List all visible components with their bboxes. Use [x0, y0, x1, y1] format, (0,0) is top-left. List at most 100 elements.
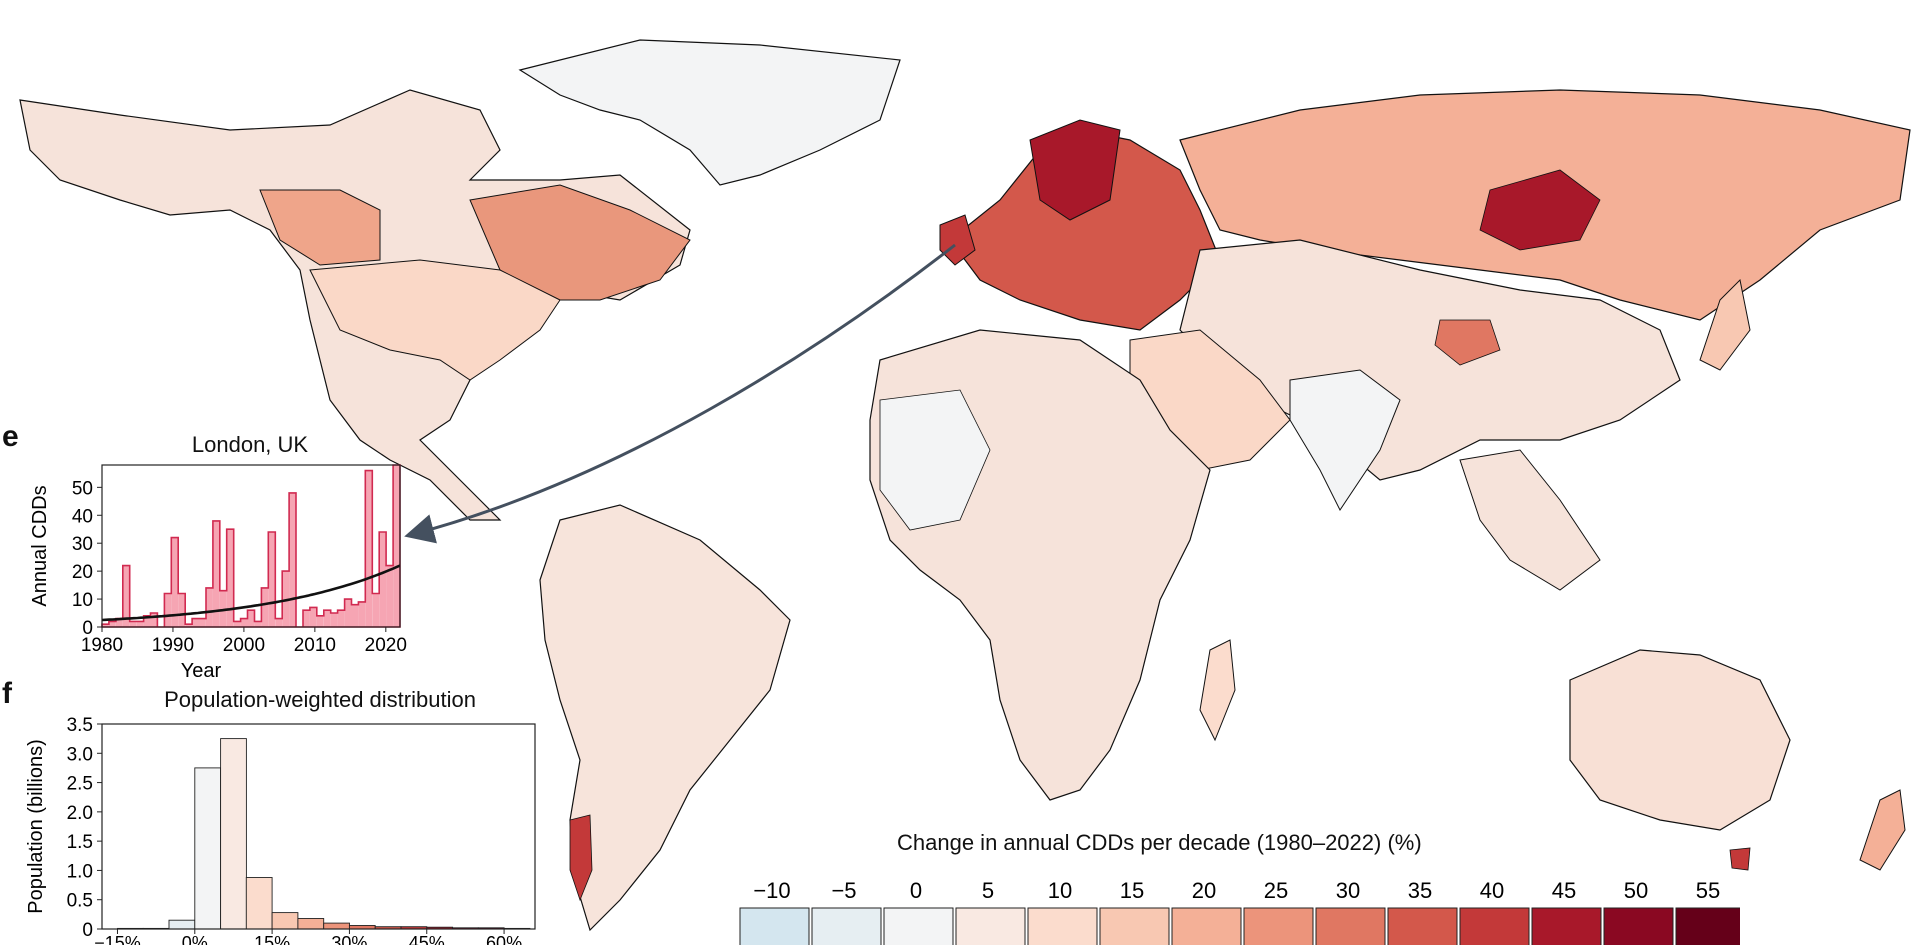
siberia-hotspot-region [1479, 169, 1601, 251]
tibet-region [1434, 319, 1501, 366]
cdd-bar [316, 615, 324, 627]
x-tick-label: 2010 [294, 635, 336, 656]
japan-region [1699, 278, 1751, 371]
cdd-bar [115, 618, 123, 627]
cdd-bar [212, 520, 220, 627]
x-axis-label: Year [181, 660, 222, 682]
canada-west-region [259, 189, 381, 266]
cdd-bar [261, 587, 269, 627]
histogram-bar [271, 912, 299, 930]
legend-tick-label: 30 [1336, 878, 1360, 903]
x-tick-label: −15% [94, 933, 141, 945]
cdd-bar [122, 565, 130, 627]
x-tick-label: 1980 [81, 635, 123, 656]
west-africa-region [879, 389, 991, 531]
y-tick-label: 20 [72, 562, 93, 583]
legend-swatch [1027, 907, 1098, 945]
cdd-bar [171, 537, 179, 627]
cdd-bar [365, 470, 373, 627]
y-axis-label: Population (billions) [25, 739, 47, 914]
y-tick-label: 1.0 [67, 861, 93, 882]
australia-region [1569, 649, 1791, 831]
y-tick-label: 30 [72, 534, 93, 555]
y-tick-label: 2.5 [67, 774, 93, 795]
legend-swatch [1387, 907, 1458, 945]
cdd-bar [303, 610, 310, 627]
cdd-bar [108, 621, 116, 627]
south-america-region [539, 504, 791, 932]
y-tick-label: 0 [82, 618, 93, 639]
x-tick-label: 1990 [152, 635, 194, 656]
madagascar-region [1199, 639, 1236, 742]
cdd-bar [226, 529, 234, 627]
x-tick-label: 45% [409, 933, 445, 945]
panel-letter-e: e [2, 420, 19, 453]
histogram-bar [194, 767, 222, 930]
legend-tick-label: 25 [1264, 878, 1288, 903]
y-tick-label: 0.5 [67, 891, 93, 912]
legend-swatch [811, 907, 882, 945]
histogram-bar [220, 738, 247, 930]
cdd-bar [379, 532, 387, 627]
cdd-bar [309, 607, 317, 627]
cdd-bar [386, 565, 393, 627]
chart-f-title: Population-weighted distribution [164, 687, 476, 712]
cdd-bar [164, 593, 172, 627]
cdd-bar [372, 593, 380, 627]
chile-region [569, 814, 593, 902]
histogram-bar [168, 919, 196, 930]
cdd-bar [192, 618, 199, 627]
panel-letter-f: f [2, 677, 12, 710]
chart-e-title: London, UK [191, 432, 309, 457]
cdd-bar [268, 532, 276, 627]
legend-swatch [1531, 907, 1602, 945]
cdd-bar [358, 601, 366, 627]
legend-tick-label: 35 [1408, 878, 1432, 903]
cdd-bar [233, 621, 241, 627]
x-tick-label: 2020 [365, 635, 407, 656]
legend-tick-label: 45 [1552, 878, 1576, 903]
x-tick-label: 30% [331, 933, 367, 945]
india-region [1289, 369, 1401, 511]
cdd-bar [178, 593, 186, 627]
london-cdd-chart: 0 10 20 30 40 50 1980 1990 2000 2010 2020 Year Annua… [29, 464, 407, 682]
histogram-bar [245, 877, 273, 930]
cdd-bar [323, 610, 331, 627]
legend-tick-label: 50 [1624, 878, 1648, 903]
x-tick-label: 0% [182, 933, 208, 945]
cdd-bar [102, 624, 109, 627]
chart-e-frame [101, 464, 401, 628]
x-tick-label: 15% [254, 933, 290, 945]
cdd-bar [344, 599, 352, 627]
legend-swatch [1675, 907, 1740, 945]
legend-swatch [1099, 907, 1170, 945]
cdd-bar [254, 621, 262, 627]
histogram-bar [297, 918, 325, 930]
legend-tick-label: 55 [1696, 878, 1720, 903]
cdd-bar [206, 587, 213, 627]
legend-title: Change in annual CDDs per decade (1980–2… [897, 830, 1422, 855]
usa-region [309, 259, 561, 381]
x-tick-label: 2000 [223, 635, 265, 656]
legend-swatch [883, 907, 954, 945]
y-tick-label: 0 [82, 920, 93, 941]
legend-swatch [739, 907, 810, 945]
population-distribution-chart: 0 0.5 1.0 1.5 2.0 2.5 3.0 3.5 −15% 0% 15% 30% 45% 60%… [25, 715, 536, 945]
legend-tick-label: 10 [1048, 878, 1072, 903]
tasmania-region [1729, 847, 1751, 871]
x-tick-label: 60% [486, 933, 522, 945]
y-tick-label: 40 [72, 506, 93, 527]
cdd-bar [337, 610, 345, 627]
y-tick-label: 50 [72, 478, 93, 499]
cdd-bar [247, 610, 255, 627]
legend-swatch [955, 907, 1026, 945]
cdd-bar [129, 621, 137, 627]
cdd-bar [240, 618, 248, 627]
legend-tick-label: −10 [753, 878, 790, 903]
legend-swatch [1603, 907, 1674, 945]
y-tick-label: 1.5 [67, 832, 93, 853]
cdd-bar [330, 613, 338, 627]
cdd-bar [393, 465, 400, 627]
legend-tick-label: 0 [910, 878, 922, 903]
